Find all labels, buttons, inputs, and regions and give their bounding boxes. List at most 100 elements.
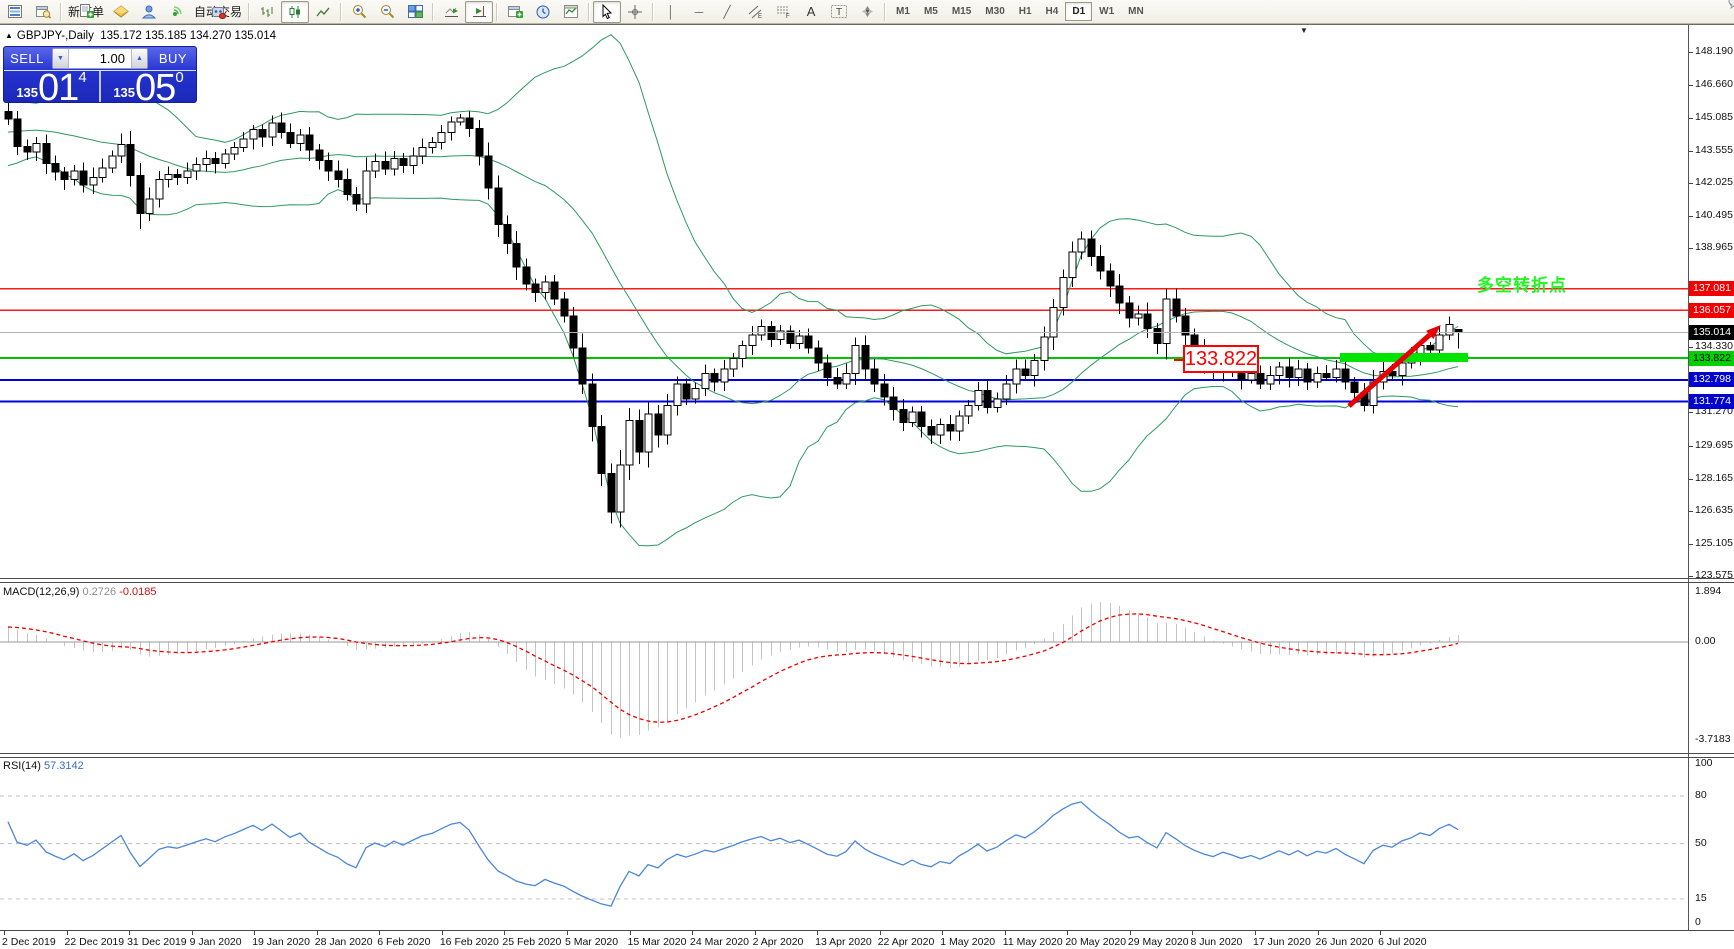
price-axis[interactable]: 1.894 0.00 -3.7183 148.190 146.660 145.085… [1688, 0, 1734, 949]
text-button[interactable]: A [797, 1, 825, 23]
zoom-in-button[interactable] [345, 1, 373, 23]
price-tick-label: 140.495 [1695, 208, 1733, 221]
profiles-button[interactable]: ▾ [529, 1, 557, 23]
axis-tick [1688, 118, 1693, 120]
axis-tick [1688, 576, 1693, 578]
time-tick [66, 931, 68, 935]
timeframe-H4[interactable]: H4 [1045, 6, 1059, 17]
macd-scale-min: -3.7183 [1695, 733, 1731, 745]
metaeditor-icon [113, 5, 129, 18]
fibonacci-button[interactable]: F [769, 1, 797, 23]
timeframe-M15[interactable]: M15 [951, 6, 972, 17]
time-tick [1129, 931, 1131, 935]
toolbar-separator [60, 2, 62, 21]
panel-splitter[interactable] [0, 753, 1734, 758]
date-label: 29 May 2020 [1127, 936, 1189, 948]
time-axis[interactable]: 2 Dec 2019 22 Dec 2019 31 Dec 2019 9 Jan 20… [0, 930, 1734, 949]
date-label: 2 Dec 2019 [2, 936, 56, 948]
timeframe-MN[interactable]: MN [1128, 6, 1144, 17]
date-label: 28 Jan 2020 [314, 936, 373, 948]
rsi-scale-label: 50 [1695, 836, 1707, 849]
new-chart-button[interactable]: ▾ [501, 1, 529, 23]
macd-panel[interactable] [0, 583, 1688, 753]
toolbar-separator [652, 2, 655, 21]
horizontal-line-button[interactable]: ─ [685, 1, 713, 23]
timeframe-M5[interactable]: M5 [923, 6, 938, 17]
vertical-line-button[interactable]: │ [657, 1, 685, 23]
new-chart-icon [507, 6, 523, 18]
time-tick [817, 931, 819, 935]
axis-tick [1688, 183, 1693, 185]
timeframe-M30[interactable]: M30 [985, 6, 1005, 17]
price-label-annotation[interactable]: 133.822 [1174, 345, 1259, 373]
time-tick [1004, 931, 1006, 935]
date-label: 26 Jun 2020 [1315, 936, 1374, 948]
toolbar-separator [432, 2, 435, 21]
arrows-button[interactable]: ▾ [853, 1, 881, 23]
chart-shift-button[interactable] [465, 0, 494, 23]
time-tick [379, 931, 381, 935]
date-label: 5 Mar 2020 [564, 936, 619, 948]
trendline-button[interactable]: ╱ [713, 1, 741, 23]
navigator-button[interactable] [29, 1, 57, 23]
tile-windows-icon [407, 5, 423, 18]
price-level-badge: 131.774 [1689, 394, 1734, 410]
timeframe-D1[interactable]: D1 [1065, 2, 1093, 21]
rsi-panel[interactable] [0, 758, 1688, 930]
main-price-chart[interactable] [0, 25, 1688, 578]
templates-button[interactable]: ▾ [557, 1, 585, 23]
trendline-icon: ╱ [723, 4, 731, 19]
volume-decrement-button[interactable]: ▼ [53, 49, 69, 68]
new-order-button[interactable]: 新订单 [65, 1, 107, 23]
line-chart-button[interactable] [309, 1, 337, 23]
metaeditor-button[interactable] [107, 1, 135, 23]
text-label-button[interactable]: T [825, 1, 853, 23]
candlestick-chart-button[interactable] [281, 0, 310, 23]
toolbar-separator [884, 2, 887, 21]
tile-windows-button[interactable] [401, 1, 429, 23]
axis-tick [1688, 511, 1693, 513]
time-tick [566, 931, 568, 935]
chart-border [0, 24, 1734, 25]
market-watch-button[interactable] [1, 1, 29, 23]
volume-increment-button[interactable]: ▲ [131, 49, 147, 68]
ohlc-values: 135.172 135.185 134.270 135.014 [100, 30, 277, 42]
trend-arrow[interactable] [1347, 333, 1432, 408]
date-label: 9 Jan 2020 [189, 936, 242, 948]
buy-price[interactable]: 135 05 0 [99, 68, 196, 102]
date-label: 24 Mar 2020 [690, 936, 750, 948]
zoom-out-button[interactable] [373, 1, 401, 23]
trade-panel-top-row: SELL ▼ 1.00 ▲ BUY [4, 47, 196, 71]
sell-button[interactable]: SELL [10, 51, 44, 66]
community-button[interactable] [135, 1, 163, 23]
autotrade-button[interactable]: 自动交易 [191, 1, 245, 23]
date-label: 13 Apr 2020 [815, 936, 872, 948]
bar-chart-button[interactable] [253, 1, 281, 23]
chart-shift-marker[interactable]: ▼ [1300, 26, 1308, 35]
date-label: 6 Jul 2020 [1378, 936, 1427, 948]
timeframe-H1[interactable]: H1 [1018, 6, 1032, 17]
timeframe-W1[interactable]: W1 [1099, 6, 1115, 17]
signals-button[interactable] [163, 1, 191, 23]
turning-point-annotation[interactable]: 多空转折点 [1477, 276, 1567, 295]
channel-button[interactable]: E [741, 1, 769, 23]
crosshair-button[interactable] [621, 1, 649, 23]
svg-text:E: E [758, 14, 762, 19]
time-tick [1067, 931, 1069, 935]
time-tick [504, 931, 506, 935]
sell-price[interactable]: 135 01 4 [4, 68, 99, 102]
cursor-button[interactable] [593, 0, 622, 23]
new-order-icon [79, 4, 94, 18]
volume-input[interactable]: 1.00 [69, 49, 131, 68]
timeframe-M1[interactable]: M1 [896, 6, 910, 17]
one-click-trading-panel: SELL ▼ 1.00 ▲ BUY 135 01 4 135 05 0 [3, 46, 197, 103]
collapse-arrow-icon[interactable]: ▲ [5, 31, 13, 40]
auto-scroll-button[interactable] [437, 1, 465, 23]
panel-splitter[interactable] [0, 578, 1734, 583]
price-level-badge: 132.798 [1689, 372, 1734, 388]
buy-button[interactable]: BUY [158, 51, 188, 66]
timeframe-group: M1 M5 M15 M30 H1 H4 D1 W1 MN [889, 2, 1151, 21]
price-level-badge: 136.057 [1689, 302, 1734, 318]
autotrade-robot-icon [212, 6, 227, 19]
